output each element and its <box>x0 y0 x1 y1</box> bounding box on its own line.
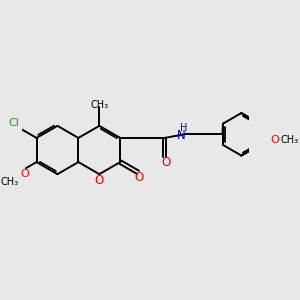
Text: CH₃: CH₃ <box>280 135 298 145</box>
Text: O: O <box>271 135 280 145</box>
Text: O: O <box>20 169 29 179</box>
Text: N: N <box>177 129 186 142</box>
Text: Cl: Cl <box>8 118 19 128</box>
Text: O: O <box>135 171 144 184</box>
Text: O: O <box>161 156 171 169</box>
Text: O: O <box>95 174 104 187</box>
Text: CH₃: CH₃ <box>90 100 108 110</box>
Text: CH₃: CH₃ <box>1 177 19 187</box>
Text: H: H <box>180 123 188 133</box>
